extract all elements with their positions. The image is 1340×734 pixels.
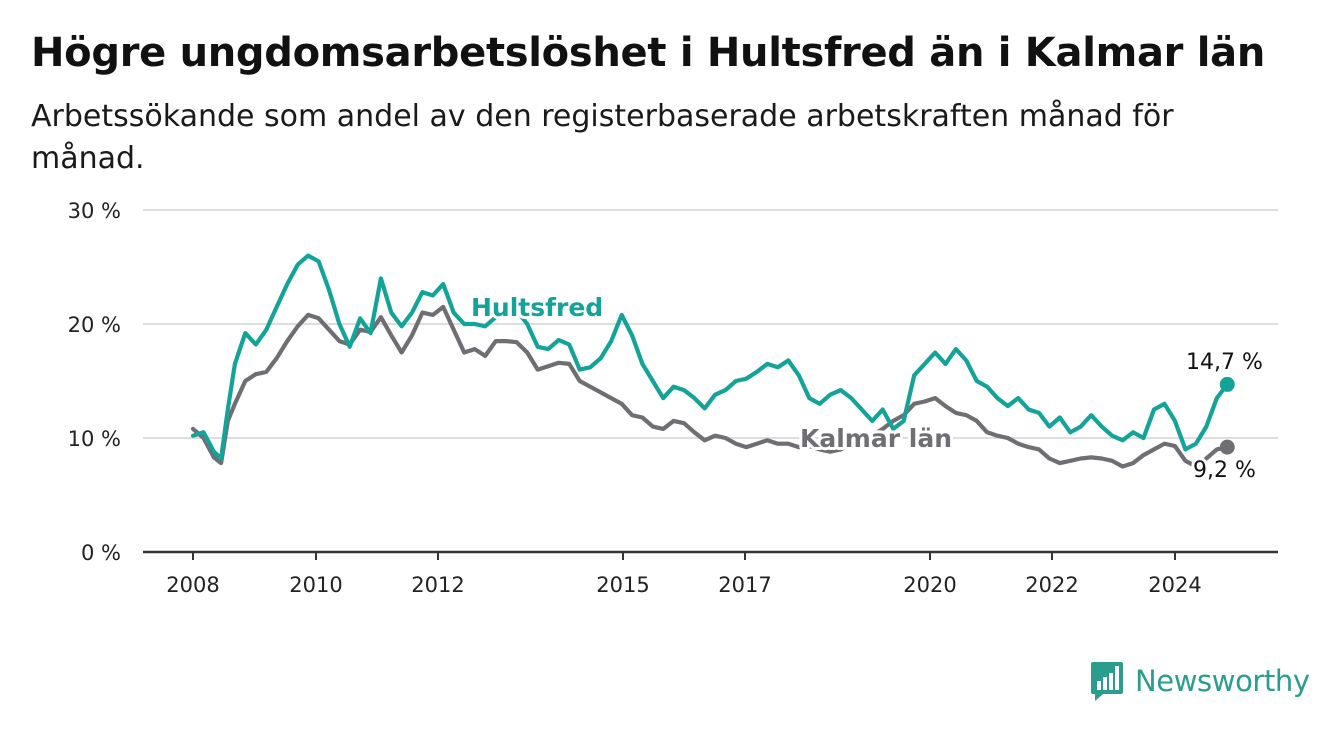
series-end-point-hultsfred xyxy=(1219,376,1235,392)
x-tick-label: 2020 xyxy=(903,573,956,597)
end-value-label-hultsfred-halo: 14,7 % xyxy=(1186,350,1263,375)
x-tick-label: 2008 xyxy=(166,573,219,597)
x-tick-label: 2012 xyxy=(411,573,464,597)
chart-subtitle: Arbetssökande som andel av den registerb… xyxy=(31,99,1174,176)
series-label-hultsfred-halo: Hultsfred xyxy=(471,293,603,322)
x-tick-label: 2015 xyxy=(596,573,649,597)
series-layer xyxy=(190,253,1235,469)
series-label-hultsfred: Hultsfred xyxy=(471,293,603,322)
series-label-kalmar: Kalmar län xyxy=(800,424,952,453)
y-tick-label: 20 % xyxy=(68,313,121,337)
brand-name: Newsworthy xyxy=(1135,664,1310,698)
chart-title: Högre ungdomsarbetslöshet i Hultsfred än… xyxy=(31,30,1266,76)
x-tick-label: 2024 xyxy=(1148,573,1201,597)
axis-layer: 0 % 10 % 20 % 30 % 2008 2010 2012 2015 2017 2020 2… xyxy=(68,199,1278,597)
series-end-point-kalmar xyxy=(1219,439,1235,455)
x-tick-label: 2017 xyxy=(718,573,771,597)
series-line-kalmar xyxy=(190,304,1230,469)
end-value-label-kalmar-halo: 9,2 % xyxy=(1193,458,1256,483)
y-tick-label: 30 % xyxy=(68,199,121,223)
end-value-label-hultsfred: 14,7 % xyxy=(1186,350,1263,375)
x-tick-label: 2022 xyxy=(1025,573,1078,597)
x-tick-label: 2010 xyxy=(289,573,342,597)
series-label-kalmar-halo: Kalmar län xyxy=(800,424,952,453)
y-tick-label: 0 % xyxy=(81,541,121,565)
series-line-hultsfred xyxy=(190,253,1230,461)
y-tick-label: 10 % xyxy=(68,427,121,451)
newsworthy-logo-icon xyxy=(1091,662,1123,701)
brand-logo: Newsworthy xyxy=(1089,660,1310,702)
end-value-label-kalmar: 9,2 % xyxy=(1193,458,1256,483)
